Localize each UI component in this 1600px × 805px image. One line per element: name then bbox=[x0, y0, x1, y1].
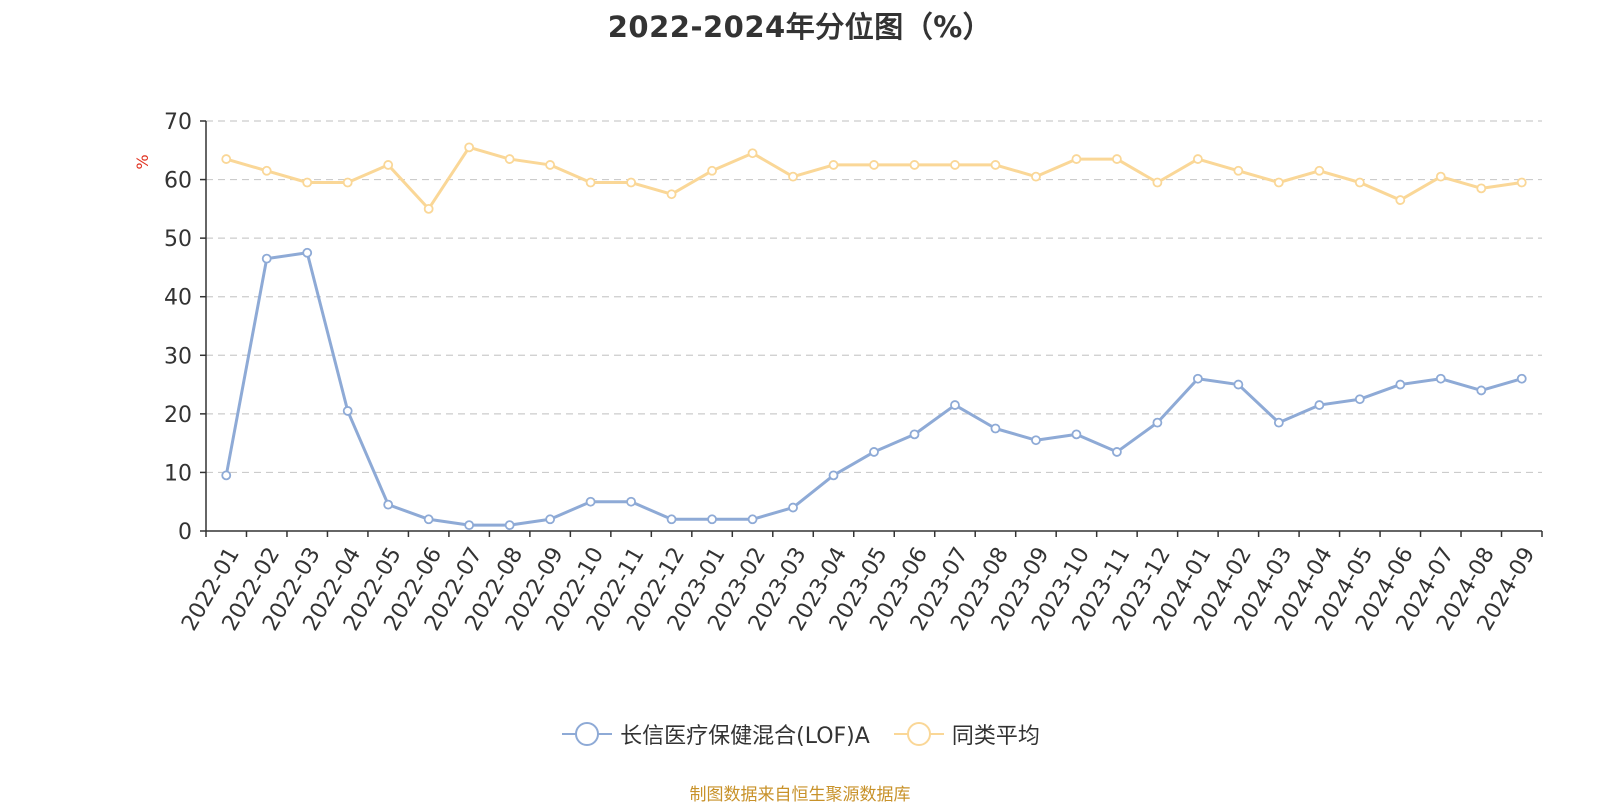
data-point bbox=[1112, 447, 1122, 457]
data-point bbox=[666, 189, 677, 200]
data-point bbox=[1112, 154, 1122, 164]
data-point bbox=[1314, 165, 1325, 176]
data-point bbox=[1435, 171, 1446, 182]
data-point bbox=[1516, 373, 1527, 384]
data-point bbox=[423, 514, 434, 525]
data-point bbox=[1314, 400, 1325, 410]
data-point bbox=[1031, 435, 1041, 446]
data-point bbox=[1516, 177, 1527, 188]
legend-swatch-icon bbox=[562, 722, 613, 746]
data-point bbox=[1435, 373, 1446, 384]
data-point bbox=[221, 154, 232, 164]
data-point bbox=[585, 496, 596, 507]
data-point bbox=[1071, 429, 1082, 440]
data-point bbox=[383, 499, 394, 510]
y-tick-label: 0 bbox=[178, 520, 192, 545]
data-point bbox=[302, 177, 313, 188]
y-tick-label: 40 bbox=[164, 286, 192, 311]
data-point bbox=[626, 496, 636, 507]
data-point bbox=[626, 177, 636, 188]
data-point bbox=[1395, 379, 1406, 390]
data-point bbox=[221, 470, 232, 481]
data-point bbox=[545, 514, 556, 525]
data-point bbox=[990, 160, 1001, 170]
y-tick-label: 30 bbox=[164, 344, 192, 369]
data-point bbox=[707, 165, 717, 176]
data-point bbox=[1273, 177, 1284, 188]
data-point bbox=[1031, 171, 1041, 182]
data-point bbox=[504, 154, 515, 164]
data-point bbox=[1152, 177, 1163, 188]
data-point bbox=[1192, 154, 1203, 164]
data-point bbox=[666, 514, 677, 525]
data-point bbox=[950, 400, 960, 410]
data-point bbox=[423, 203, 434, 214]
data-point bbox=[342, 406, 353, 416]
data-point bbox=[1354, 394, 1365, 405]
data-point bbox=[545, 160, 556, 170]
data-point bbox=[869, 447, 879, 457]
data-point bbox=[1354, 177, 1365, 188]
legend-label: 长信医疗保健混合(LOF)A bbox=[620, 724, 870, 749]
y-axis-label: % bbox=[133, 154, 152, 169]
chart-title: 2022-2024年分位图（%） bbox=[607, 10, 993, 44]
data-point bbox=[1192, 373, 1203, 384]
grid-lines bbox=[206, 120, 1542, 474]
y-tick-label: 70 bbox=[164, 110, 192, 135]
data-point bbox=[909, 160, 920, 170]
legend-item-1[interactable]: 同类平均 bbox=[892, 718, 1040, 750]
legend-item-0[interactable]: 长信医疗保健混合(LOF)A bbox=[560, 718, 870, 750]
data-point bbox=[1233, 165, 1244, 176]
data-point bbox=[747, 148, 758, 159]
y-tick-label: 60 bbox=[164, 169, 192, 194]
series-line-1 bbox=[224, 145, 1524, 211]
y-tick-label: 20 bbox=[164, 403, 192, 428]
data-point bbox=[1395, 195, 1406, 205]
series-line-0 bbox=[224, 251, 1524, 527]
data-point bbox=[788, 502, 798, 513]
data-point bbox=[1476, 385, 1487, 396]
legend: 长信医疗保健混合(LOF)A 同类平均 bbox=[0, 718, 1600, 750]
data-point bbox=[828, 160, 839, 170]
data-point bbox=[383, 160, 394, 170]
legend-label: 同类平均 bbox=[951, 724, 1040, 749]
y-tick-label: 10 bbox=[164, 461, 192, 486]
data-point bbox=[261, 253, 272, 264]
data-point bbox=[909, 429, 920, 440]
source-note: 制图数据来自恒生聚源数据库 bbox=[689, 785, 911, 805]
data-point bbox=[585, 177, 596, 188]
data-point bbox=[828, 470, 839, 481]
series-lines bbox=[224, 145, 1524, 527]
data-point bbox=[869, 160, 879, 170]
data-point bbox=[1071, 154, 1082, 164]
data-point bbox=[1273, 417, 1284, 428]
data-point bbox=[302, 247, 313, 258]
legend-swatch-icon bbox=[893, 722, 944, 746]
data-point bbox=[464, 142, 475, 153]
data-point bbox=[261, 165, 272, 176]
data-points bbox=[221, 142, 1527, 531]
data-point bbox=[747, 514, 758, 525]
data-point bbox=[950, 160, 960, 170]
data-point bbox=[1152, 417, 1163, 428]
axes: 0102030405060702022-012022-022022-032022… bbox=[164, 110, 1543, 635]
data-point bbox=[1476, 183, 1487, 194]
data-point bbox=[464, 520, 475, 531]
data-point bbox=[788, 171, 798, 182]
data-point bbox=[504, 520, 515, 531]
y-tick-label: 50 bbox=[164, 227, 192, 252]
data-point bbox=[707, 514, 717, 525]
data-point bbox=[342, 177, 353, 188]
data-point bbox=[990, 423, 1001, 434]
data-point bbox=[1233, 379, 1244, 390]
